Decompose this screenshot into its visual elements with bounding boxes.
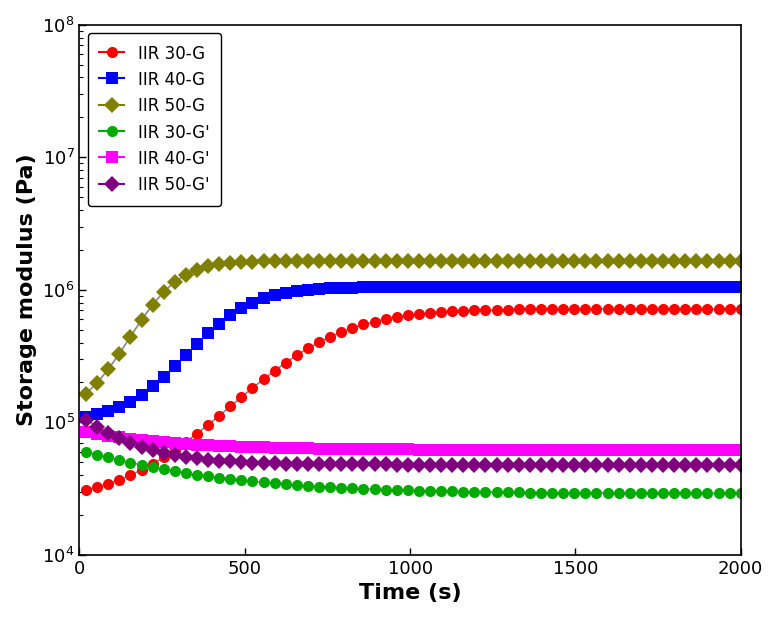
Line: IIR 50-G: IIR 50-G xyxy=(80,255,746,399)
IIR 40-G' xyxy=(292,445,302,452)
IIR 40-G xyxy=(492,283,502,291)
IIR 30-G' xyxy=(292,482,302,489)
IIR 30-G xyxy=(292,352,302,359)
IIR 50-G xyxy=(270,257,279,265)
IIR 30-G xyxy=(81,486,90,494)
IIR 50-G xyxy=(248,258,257,265)
IIR 50-G xyxy=(292,257,302,265)
IIR 40-G xyxy=(81,413,90,420)
IIR 40-G' xyxy=(193,441,202,448)
IIR 30-G xyxy=(193,430,202,437)
Line: IIR 50-G': IIR 50-G' xyxy=(80,414,746,470)
IIR 50-G' xyxy=(303,460,313,467)
IIR 50-G xyxy=(193,266,202,273)
IIR 50-G' xyxy=(248,459,257,466)
IIR 30-G' xyxy=(270,480,279,487)
IIR 40-G' xyxy=(736,446,746,454)
Line: IIR 40-G': IIR 40-G' xyxy=(80,426,746,456)
IIR 30-G' xyxy=(193,471,202,479)
IIR 50-G xyxy=(303,257,313,265)
IIR 50-G xyxy=(492,257,502,265)
IIR 30-G' xyxy=(81,448,90,456)
IIR 30-G xyxy=(492,306,502,314)
IIR 30-G xyxy=(736,305,746,312)
Legend: IIR 30-G, IIR 40-G, IIR 50-G, IIR 30-G', IIR 40-G', IIR 50-G': IIR 30-G, IIR 40-G, IIR 50-G, IIR 30-G',… xyxy=(88,33,222,206)
IIR 30-G xyxy=(270,367,279,374)
IIR 30-G' xyxy=(492,489,502,496)
IIR 50-G' xyxy=(292,460,302,467)
IIR 50-G' xyxy=(270,459,279,467)
IIR 30-G xyxy=(248,384,257,392)
IIR 40-G xyxy=(292,287,302,294)
IIR 40-G' xyxy=(492,446,502,453)
IIR 40-G' xyxy=(81,428,90,435)
Line: IIR 30-G: IIR 30-G xyxy=(80,303,746,495)
IIR 30-G' xyxy=(736,490,746,497)
IIR 30-G' xyxy=(248,477,257,485)
IIR 50-G xyxy=(736,257,746,265)
IIR 30-G xyxy=(303,345,313,352)
IIR 50-G' xyxy=(193,454,202,462)
IIR 40-G' xyxy=(248,443,257,451)
Line: IIR 30-G': IIR 30-G' xyxy=(80,446,746,499)
IIR 40-G' xyxy=(270,444,279,451)
IIR 40-G xyxy=(736,283,746,291)
IIR 50-G' xyxy=(81,416,90,423)
Line: IIR 40-G: IIR 40-G xyxy=(80,281,746,422)
IIR 40-G xyxy=(270,291,279,299)
IIR 50-G' xyxy=(736,461,746,468)
IIR 50-G xyxy=(81,390,90,397)
Y-axis label: Storage modulus (Pa): Storage modulus (Pa) xyxy=(16,154,37,426)
IIR 40-G xyxy=(193,340,202,348)
IIR 40-G' xyxy=(303,445,313,452)
IIR 30-G' xyxy=(303,482,313,490)
IIR 40-G xyxy=(248,299,257,306)
X-axis label: Time (s): Time (s) xyxy=(359,583,462,603)
IIR 50-G' xyxy=(492,461,502,468)
IIR 40-G xyxy=(303,286,313,294)
